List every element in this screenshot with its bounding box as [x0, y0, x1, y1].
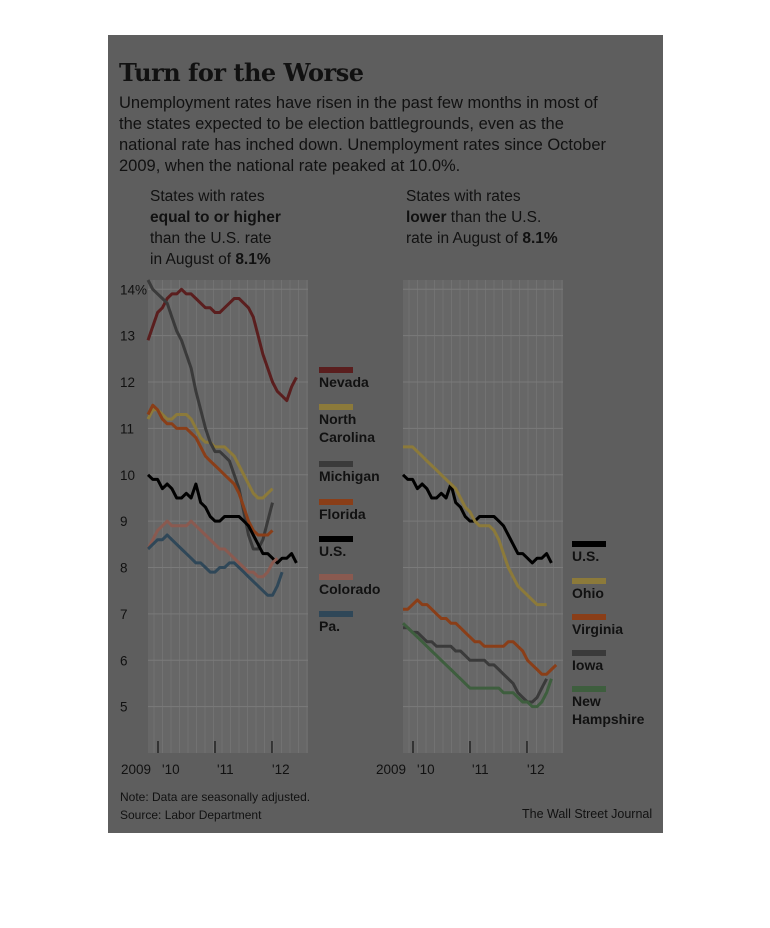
x-tick-label: '12	[527, 762, 545, 777]
legend-label-new-hampshire: New	[572, 693, 601, 709]
series-line-nevada	[146, 287, 298, 403]
left-panel-header: States with rates equal to or higher tha…	[150, 186, 281, 270]
series-line-florida	[146, 403, 274, 537]
legend-label-pa: Pa.	[319, 618, 340, 634]
legend-swatch-florida	[319, 499, 353, 505]
right-header-line3-bold: 8.1%	[522, 230, 558, 247]
right-header-line1: States with rates	[406, 188, 521, 205]
legend-swatch-u-s	[572, 541, 606, 547]
legend-swatch-pa	[319, 611, 353, 617]
x-tick-label: '10	[417, 762, 435, 777]
credit-text: The Wall Street Journal	[522, 807, 653, 821]
y-tick-label: 10	[120, 468, 135, 483]
chart-title: Turn for the Worse	[119, 58, 364, 87]
right-header-line3-pre: rate in August of	[406, 230, 523, 247]
left-header-line4-pre: in August of	[150, 251, 236, 268]
legend-label-virginia: Virginia	[572, 621, 623, 637]
legend-label-north-carolina: North	[319, 411, 356, 427]
legend-label-ohio: Ohio	[572, 585, 604, 601]
legend-swatch-ohio	[572, 578, 606, 584]
y-tick-label: 6	[120, 653, 128, 668]
right-header-line2-bold: lower	[406, 209, 447, 226]
right-header-line2: lower than the U.S.	[406, 207, 558, 228]
legend-swatch-u-s	[319, 536, 353, 542]
x-tick-label: 2009	[121, 762, 151, 777]
legend-label-michigan: Michigan	[319, 468, 380, 484]
left-header-line4-bold: 8.1%	[235, 251, 271, 268]
legend-label-new-hampshire: Hampshire	[572, 711, 645, 727]
note-text: Note: Data are seasonally adjusted.	[120, 790, 311, 804]
left-header-line3: than the U.S. rate	[150, 230, 272, 247]
y-tick-label: 13	[120, 329, 135, 344]
legend-swatch-nevada	[319, 367, 353, 373]
legend-swatch-virginia	[572, 614, 606, 620]
footnotes: Note: Data are seasonally adjusted. Sour…	[120, 788, 310, 824]
legend-label-iowa: Iowa	[572, 657, 603, 673]
source-text: Source: Labor Department	[120, 808, 262, 822]
series-line-u-s	[401, 473, 553, 565]
legend-label-florida: Florida	[319, 506, 366, 522]
legend-label-nevada: Nevada	[319, 374, 369, 390]
legend-label-u-s: U.S.	[319, 543, 346, 559]
right-panel-header: States with rates lower than the U.S. ra…	[406, 186, 558, 249]
legend-label-u-s: U.S.	[572, 548, 599, 564]
y-tick-label: 11	[120, 421, 134, 436]
x-tick-label: 2009	[376, 762, 406, 777]
y-tick-label: 9	[120, 514, 128, 529]
legend-swatch-colorado	[319, 574, 353, 580]
y-tick-label: 14%	[120, 282, 147, 297]
legend-swatch-iowa	[572, 650, 606, 656]
x-tick-label: '12	[272, 762, 290, 777]
series-line-pa	[146, 533, 284, 597]
left-header-line2: equal to or higher	[150, 209, 281, 226]
chart-description: Unemployment rates have risen in the pas…	[119, 94, 607, 175]
left-header-line4: in August of 8.1%	[150, 249, 281, 270]
legend-swatch-north-carolina	[319, 404, 353, 410]
series-line-u-s	[146, 473, 298, 565]
y-tick-label: 12	[120, 375, 135, 390]
series-line-colorado	[146, 519, 279, 579]
right-header-line2-rest: than the U.S.	[446, 209, 542, 226]
right-header-line3: rate in August of 8.1%	[406, 228, 558, 249]
legend-swatch-new-hampshire	[572, 686, 606, 692]
x-tick-label: '11	[472, 762, 489, 777]
y-tick-label: 7	[120, 607, 128, 622]
series-line-michigan	[146, 279, 274, 551]
legend-label-colorado: Colorado	[319, 581, 380, 597]
y-tick-label: 5	[120, 700, 128, 715]
x-tick-label: '11	[217, 762, 234, 777]
series-line-iowa	[403, 626, 548, 704]
legend-label-north-carolina: Carolina	[319, 429, 375, 445]
legend-swatch-michigan	[319, 461, 353, 467]
series-line-ohio	[403, 445, 547, 607]
series-line-new-hampshire	[401, 622, 553, 709]
left-header-line1: States with rates	[150, 188, 265, 205]
x-tick-label: '10	[162, 762, 180, 777]
y-tick-label: 8	[120, 561, 128, 576]
series-line-virginia	[403, 598, 558, 676]
